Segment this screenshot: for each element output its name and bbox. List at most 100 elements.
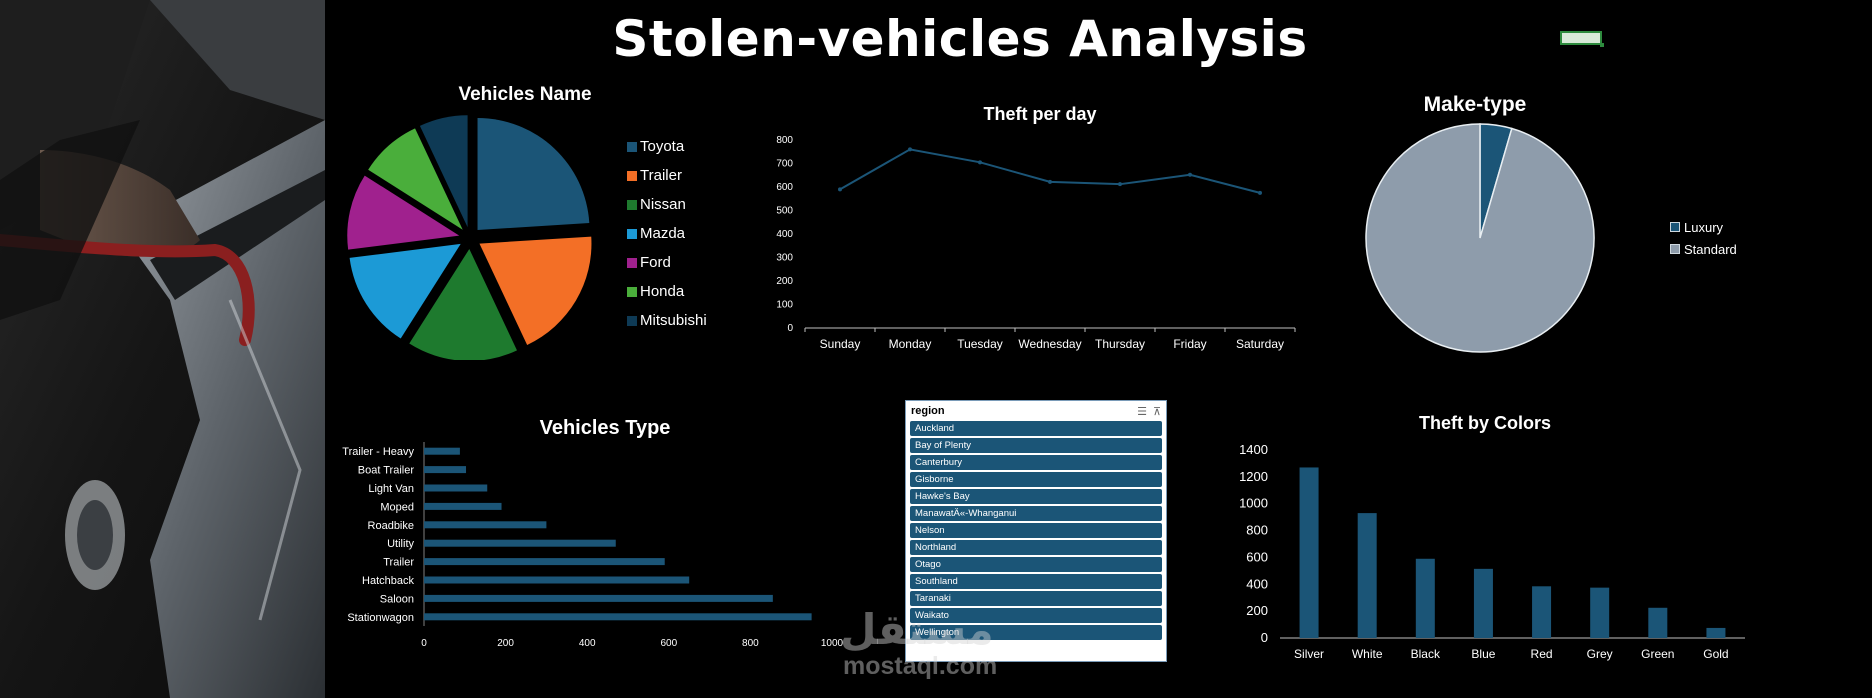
x-tick-label: 1000 — [821, 638, 844, 649]
slicer-item-bay-of-plenty[interactable]: Bay of Plenty — [910, 438, 1162, 453]
vehicles-type-title: Vehicles Type — [539, 417, 671, 439]
y-tick-label: 600 — [776, 182, 793, 193]
bar-roadbike — [424, 521, 547, 529]
data-point-thursday — [1118, 182, 1122, 187]
y-tick-label: 700 — [776, 159, 793, 170]
legend-swatch — [627, 257, 637, 268]
legend-label: Luxury — [1684, 219, 1724, 235]
bar-light-van — [424, 484, 488, 492]
data-point-wednesday — [1048, 179, 1052, 184]
slicer-item-southland[interactable]: Southland — [910, 574, 1162, 589]
region-slicer[interactable]: region ☰ ⊼ Auckland Bay of Plenty Canterbu… — [905, 400, 1167, 662]
legend-swatch — [627, 315, 637, 326]
pie-slice-nissan — [409, 248, 517, 360]
legend-item-luxury: Luxury — [1670, 216, 1737, 238]
bar-utility — [424, 539, 616, 547]
legend-label: Trailer — [640, 167, 682, 184]
x-tick-label-friday: Friday — [1173, 337, 1206, 351]
legend-label: Nissan — [640, 196, 686, 213]
car-thief-photo — [0, 0, 325, 698]
x-tick-label-grey: Grey — [1587, 647, 1613, 661]
y-tick-label-utility: Utility — [387, 538, 414, 550]
legend-item-trailer: Trailer — [627, 161, 707, 190]
legend-swatch — [627, 170, 637, 181]
slicer-item-gisborne[interactable]: Gisborne — [910, 472, 1162, 487]
bar-grey — [1590, 587, 1610, 638]
y-tick-label-roadbike: Roadbike — [368, 520, 414, 532]
legend-label: Toyota — [640, 138, 685, 155]
multi-select-icon[interactable]: ☰ — [1137, 405, 1147, 418]
slicer-item-canterbury[interactable]: Canterbury — [910, 455, 1162, 470]
x-tick-label-white: White — [1352, 647, 1383, 661]
bar-silver — [1299, 467, 1319, 638]
legend-label: Honda — [640, 283, 685, 300]
bar-trailer-heavy — [424, 447, 460, 455]
slicer-item-wellington[interactable]: Wellington — [910, 625, 1162, 640]
data-point-saturday — [1258, 190, 1262, 195]
slicer-item-hawke-s-bay[interactable]: Hawke's Bay — [910, 489, 1162, 504]
y-tick-label-hatchback: Hatchback — [362, 575, 414, 587]
pie-slice-toyota — [477, 117, 590, 230]
y-tick-label: 800 — [1246, 523, 1268, 538]
legend-item-standard: Standard — [1670, 238, 1737, 260]
x-tick-label-thursday: Thursday — [1095, 337, 1145, 351]
bar-trailer — [424, 558, 665, 566]
x-tick-label-red: Red — [1531, 647, 1553, 661]
slicer-item-waikato[interactable]: Waikato — [910, 608, 1162, 623]
pie-slice-trailer — [479, 236, 592, 345]
bar-red — [1532, 586, 1552, 638]
pie-slice-mazda — [349, 243, 461, 339]
legend-swatch — [627, 141, 637, 152]
y-tick-label: 1200 — [1239, 469, 1268, 484]
data-point-tuesday — [978, 160, 982, 165]
make-type-title: Make-type — [1423, 93, 1527, 116]
y-tick-label: 200 — [1246, 603, 1268, 618]
x-tick-label-black: Black — [1411, 647, 1441, 661]
slicer-item-taranaki[interactable]: Taranaki — [910, 591, 1162, 606]
slicer-item-otago[interactable]: Otago — [910, 557, 1162, 572]
bar-moped — [424, 502, 502, 510]
theft-by-colors-bar-chart: 0 200 400 600 800 1000 1200 1400 Silver White Blac… — [1239, 442, 1745, 661]
bar-stationwagon — [424, 613, 812, 621]
make-type-pie — [1365, 123, 1595, 353]
legend-swatch — [627, 228, 637, 239]
slicer-item-nelson[interactable]: Nelson — [910, 523, 1162, 538]
vehicles-name-title: Vehicles Name — [458, 84, 592, 105]
x-tick-label-saturday: Saturday — [1236, 337, 1284, 351]
bar-black — [1415, 558, 1435, 638]
bar-hatchback — [424, 576, 690, 584]
slicer-item-northland[interactable]: Northland — [910, 540, 1162, 555]
legend-item-nissan: Nissan — [627, 190, 707, 219]
make-type-legend: Luxury Standard — [1670, 216, 1737, 260]
y-tick-label: 100 — [776, 300, 793, 311]
x-tick-label-wednesday: Wednesday — [1018, 337, 1081, 351]
slicer-item-auckland[interactable]: Auckland — [910, 421, 1162, 436]
vehicles-name-pie — [347, 115, 592, 360]
theft-line-series — [839, 148, 1261, 194]
y-tick-label: 200 — [776, 276, 793, 287]
legend-item-mitsubishi: Mitsubishi — [627, 306, 707, 335]
y-tick-label: 600 — [1246, 549, 1268, 564]
data-point-monday — [908, 147, 912, 152]
y-tick-label: 300 — [776, 253, 793, 264]
theft-per-day-title: Theft per day — [983, 104, 1097, 124]
slicer-item-manawat-whanganui[interactable]: ManawatÄ«-Whanganui — [910, 506, 1162, 521]
legend-label: Ford — [640, 254, 671, 271]
legend-item-ford: Ford — [627, 248, 707, 277]
legend-swatch — [627, 199, 637, 210]
legend-item-toyota: Toyota — [627, 132, 707, 161]
x-tick-label: 600 — [660, 638, 677, 649]
clear-filter-icon[interactable]: ⊼ — [1152, 405, 1161, 418]
theft-by-colors-title: Theft by Colors — [1418, 413, 1551, 433]
pie-slice-honda — [368, 128, 463, 230]
y-tick-label: 800 — [776, 135, 793, 146]
dashboard-title: Stolen-vehicles Analysis — [612, 10, 1308, 68]
legend-label: Mazda — [640, 225, 686, 242]
legend-item-mazda: Mazda — [627, 219, 707, 248]
x-tick-label: 800 — [742, 638, 759, 649]
data-point-sunday — [838, 187, 842, 192]
y-tick-label: 1400 — [1239, 442, 1268, 457]
legend-label: Mitsubishi — [640, 312, 707, 329]
y-tick-label: 0 — [1261, 630, 1268, 645]
y-tick-label: 0 — [787, 323, 793, 334]
